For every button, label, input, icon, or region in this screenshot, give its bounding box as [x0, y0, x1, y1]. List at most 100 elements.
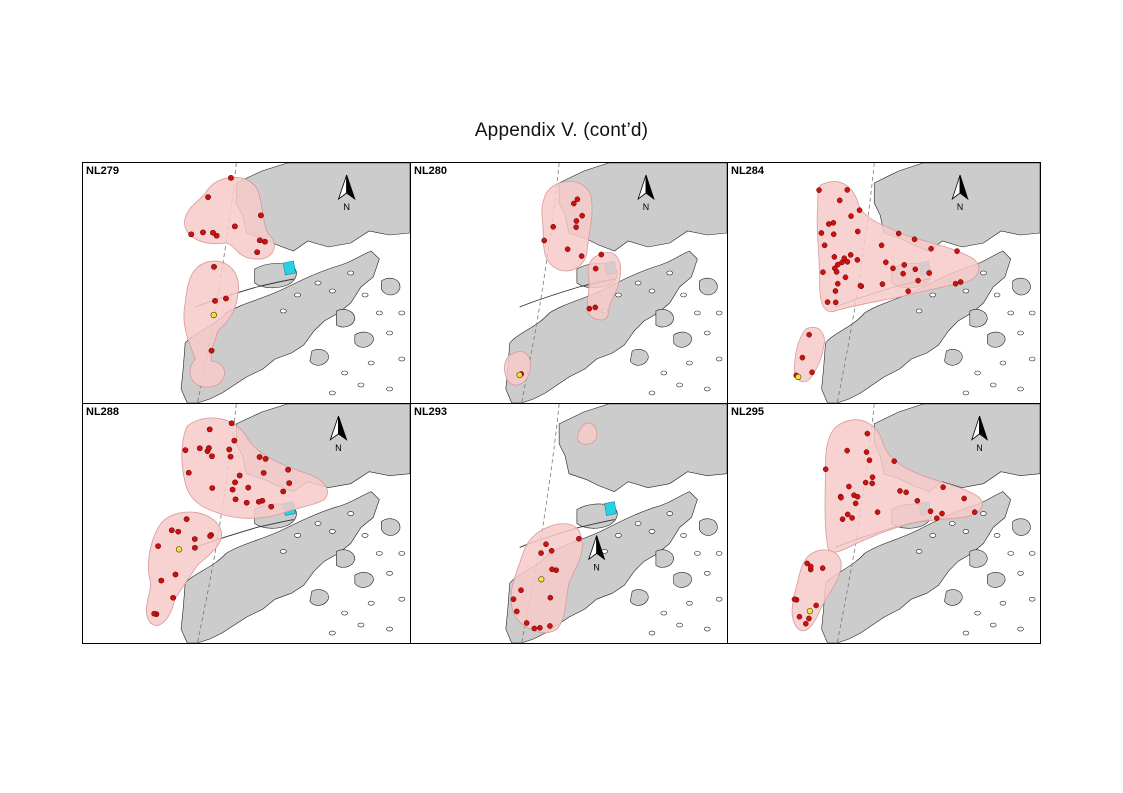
telemetry-location-dot [571, 200, 577, 207]
islet [386, 626, 393, 632]
landmass [309, 589, 329, 606]
telemetry-location-dot [911, 236, 918, 243]
telemetry-location-dot [818, 230, 825, 236]
telemetry-location-dot [191, 544, 198, 551]
landmass [944, 589, 963, 606]
landmass [629, 349, 649, 366]
landmass [309, 349, 329, 366]
islet [680, 292, 687, 298]
islet [1028, 596, 1036, 602]
north-arrow-icon: N [587, 535, 606, 572]
islet [676, 382, 683, 388]
islet [989, 622, 997, 628]
panel-id-label: NL280 [414, 165, 448, 177]
telemetry-location-dot [541, 237, 548, 244]
islet [1007, 310, 1014, 316]
landmass [944, 349, 963, 366]
islet [974, 610, 981, 616]
telemetry-location-dot [928, 245, 934, 252]
telemetry-location-dot [182, 447, 189, 453]
north-label: N [643, 202, 649, 212]
telemetry-location-dot [847, 252, 854, 258]
islet [680, 533, 687, 538]
home-range-polygon [816, 181, 980, 313]
telemetry-location-dot [934, 515, 940, 522]
telemetry-location-dot [576, 535, 582, 542]
telemetry-location-dot [592, 265, 599, 272]
telemetry-location-dot [830, 231, 837, 238]
telemetry-location-dot [228, 175, 234, 181]
panel-map-svg: N [505, 404, 727, 643]
telemetry-location-dot [210, 229, 216, 236]
islet [962, 630, 970, 636]
telemetry-location-dot [807, 563, 814, 570]
islet [989, 382, 997, 388]
telemetry-location-dot [803, 620, 809, 627]
landmass [673, 572, 692, 588]
islet [648, 390, 656, 396]
islet [980, 270, 987, 276]
telemetry-location-dot [819, 565, 826, 571]
panel-id-label: NL295 [731, 406, 765, 418]
landmass [381, 277, 401, 296]
panel-id-label: NL293 [414, 406, 448, 418]
telemetry-location-dot [879, 281, 886, 287]
capture-site-dot [538, 576, 545, 583]
telemetry-location-dot [864, 430, 871, 437]
landmass [987, 572, 1006, 588]
islet [328, 529, 336, 534]
telemetry-location-dot [168, 527, 175, 534]
landmass [381, 518, 401, 536]
panel-id-label: NL279 [86, 165, 120, 177]
panel-map-svg: N [791, 404, 1040, 643]
home-range-polygon [504, 351, 532, 386]
islet [357, 622, 365, 628]
islet [341, 610, 348, 616]
islet [962, 288, 970, 294]
telemetry-location-dot [869, 480, 875, 487]
landmass [354, 572, 374, 588]
map-panel-nl293: N NL293 [411, 404, 727, 643]
telemetry-location-dot [806, 615, 812, 622]
telemetry-location-dot [188, 231, 195, 238]
telemetry-location-dot [838, 494, 844, 501]
islet [648, 630, 656, 636]
telemetry-location-dot [842, 274, 849, 281]
islet [357, 382, 365, 388]
islet [686, 600, 693, 606]
telemetry-location-dot [510, 596, 517, 603]
telemetry-location-dot [207, 533, 214, 539]
capture-site-dot [806, 608, 813, 615]
north-arrow-half [338, 415, 348, 441]
islet [648, 288, 656, 294]
islet [398, 310, 406, 316]
telemetry-location-dot [900, 270, 906, 277]
telemetry-location-dot [185, 469, 192, 476]
islet [328, 630, 336, 636]
telemetry-location-dot [231, 437, 238, 444]
telemetry-location-dot [256, 454, 263, 460]
telemetry-location-dot [839, 259, 845, 266]
islet [347, 511, 355, 516]
telemetry-location-dot [229, 486, 236, 493]
telemetry-location-dot [183, 516, 190, 522]
telemetry-location-dot [175, 528, 182, 535]
telemetry-location-dot [854, 493, 861, 500]
landmass [969, 549, 988, 568]
islet [294, 292, 301, 298]
telemetry-location-dot [939, 510, 945, 517]
north-arrow-half [959, 174, 969, 201]
north-arrow-icon: N [637, 174, 655, 212]
north-arrow-half [645, 174, 655, 201]
landmass [1012, 518, 1031, 536]
map-panel-nl295: N NL295 [728, 404, 1040, 643]
islet [694, 551, 701, 556]
telemetry-location-dot [280, 488, 287, 495]
telemetry-location-dot [835, 280, 841, 287]
landmass [969, 309, 988, 328]
telemetry-location-dot [846, 483, 852, 490]
facility-marker [604, 501, 617, 516]
landmass [354, 331, 374, 348]
telemetry-location-dot [844, 447, 850, 454]
north-arrow-icon: N [337, 174, 356, 212]
